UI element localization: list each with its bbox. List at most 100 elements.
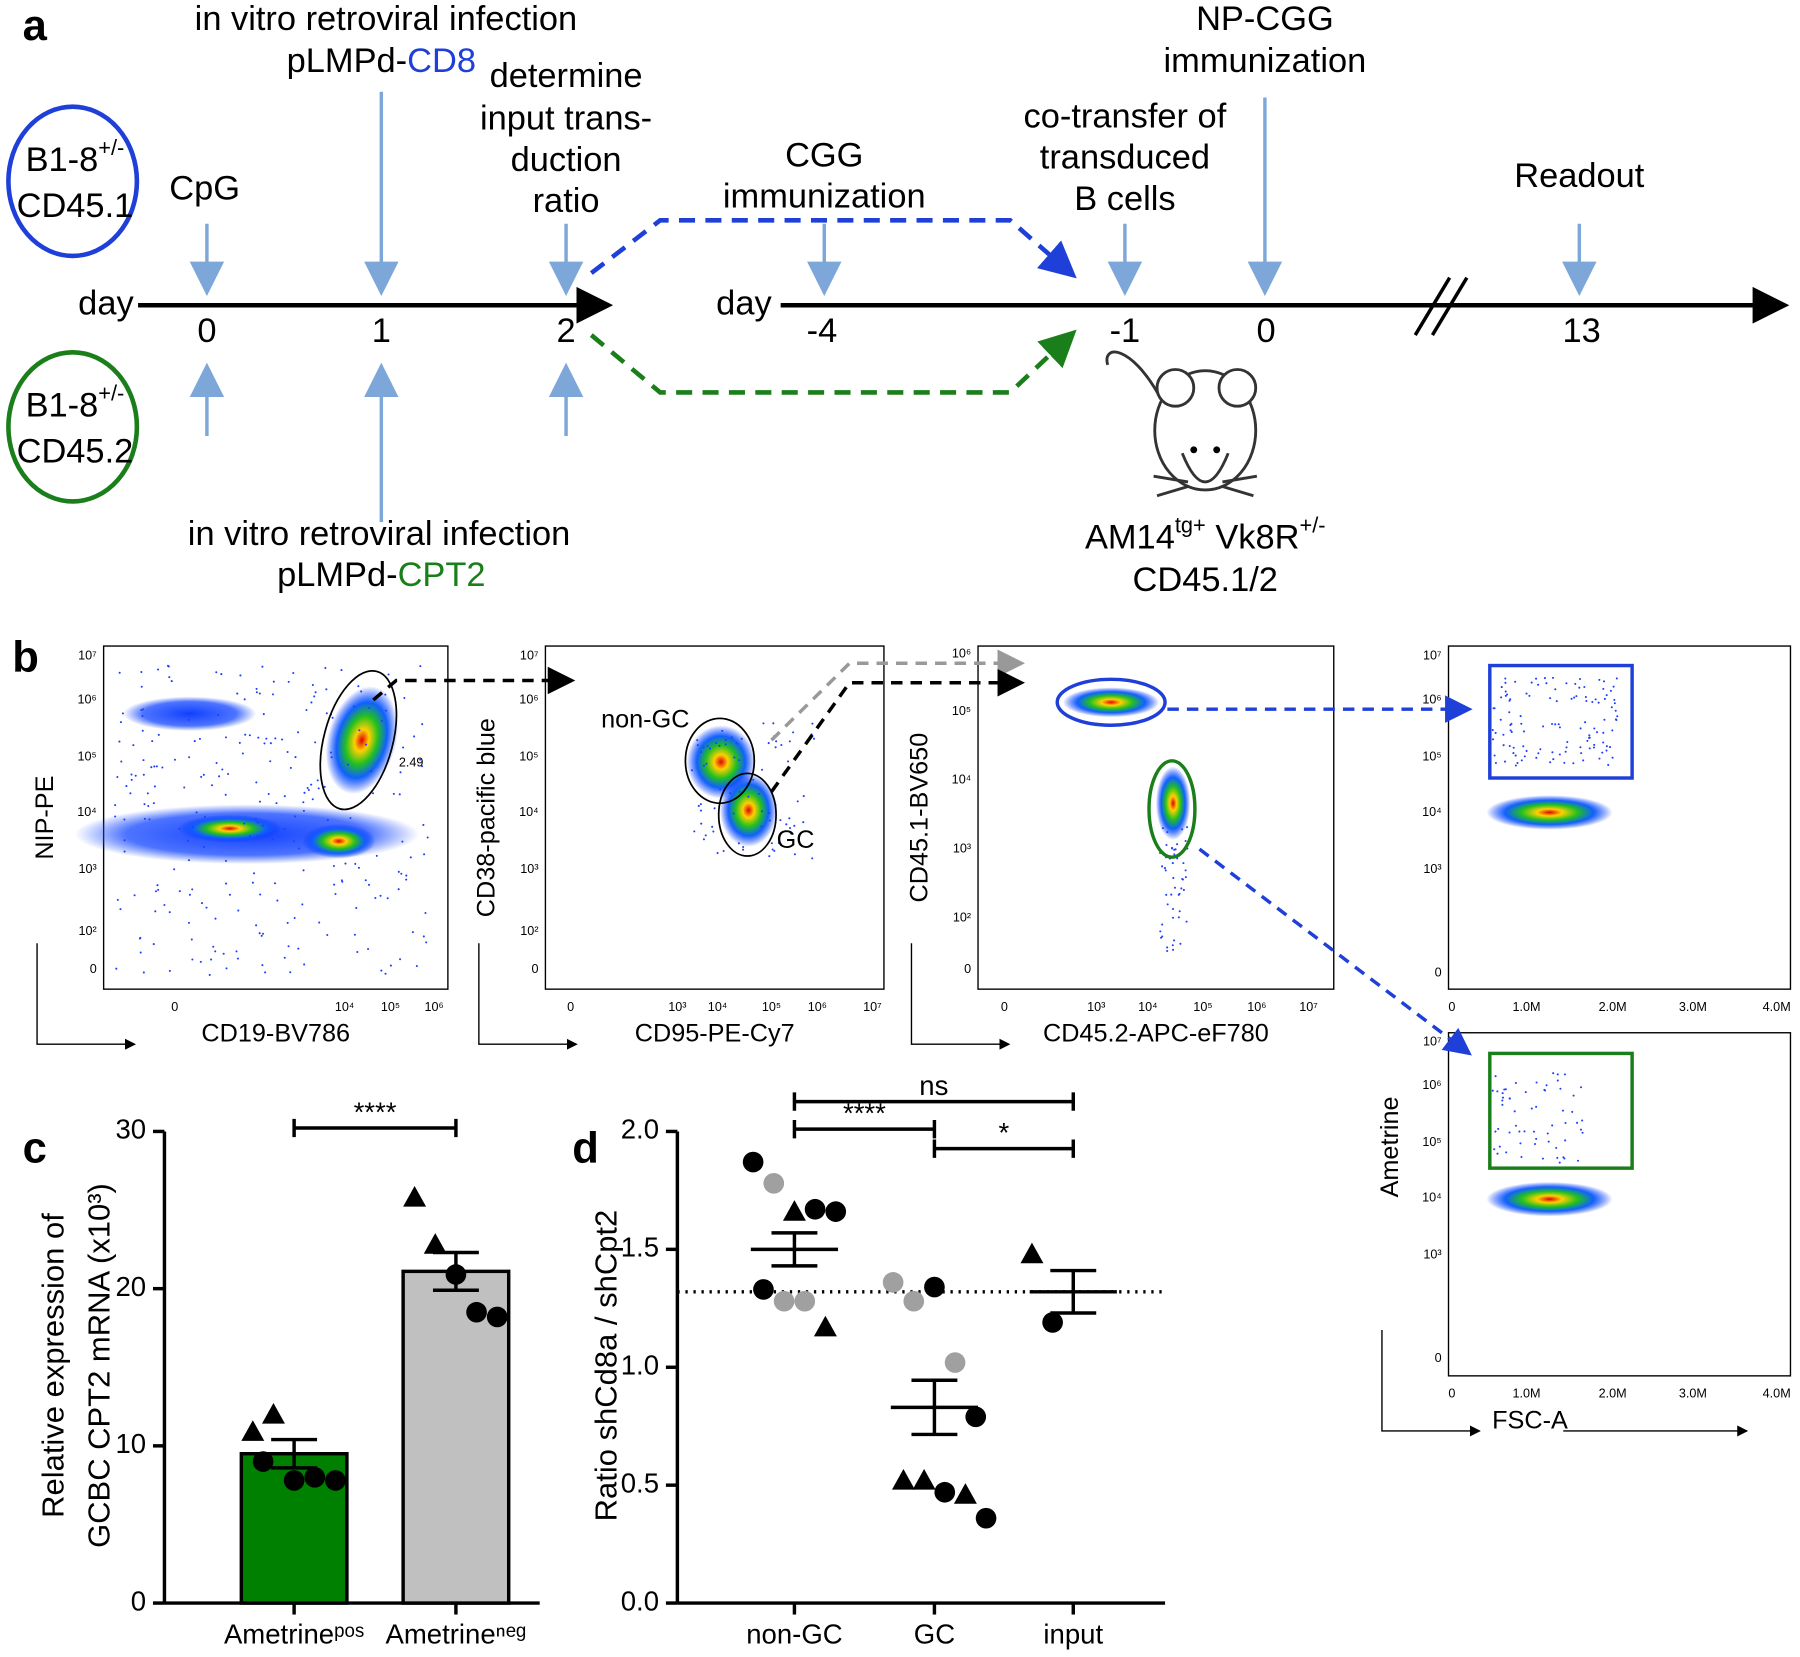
cell-dot xyxy=(287,945,290,948)
data-point xyxy=(325,1470,346,1491)
cell-dot xyxy=(121,712,124,715)
cell-dot xyxy=(120,760,123,763)
cell-dot xyxy=(317,787,320,790)
cell-dot xyxy=(1558,753,1561,756)
cell-dot xyxy=(256,834,259,837)
gene: CPT2 xyxy=(398,556,486,594)
significance-bracket xyxy=(932,1139,1075,1158)
cell-dot xyxy=(222,952,225,955)
cell-dot xyxy=(354,862,357,865)
cell-dot xyxy=(1562,1156,1565,1159)
cell-dot xyxy=(271,693,275,696)
cell-dot xyxy=(344,862,347,865)
cell-dot xyxy=(1493,754,1496,757)
cell-dot xyxy=(302,869,305,872)
cell-cloud xyxy=(1062,687,1160,718)
cell-dot xyxy=(1514,764,1517,767)
cell-dot xyxy=(115,967,118,970)
donor-sup: +/- xyxy=(98,381,124,406)
cell-dot xyxy=(1615,677,1618,680)
cell-dot xyxy=(116,775,119,779)
cell-dot xyxy=(793,853,796,856)
data-point xyxy=(903,1290,925,1312)
day-tick: 13 xyxy=(1562,312,1600,350)
cell-dot xyxy=(397,888,400,891)
cell-dot xyxy=(1181,878,1184,881)
cell-dot xyxy=(1551,1124,1554,1127)
cell-dot xyxy=(747,795,750,798)
cell-dot xyxy=(157,888,160,891)
error-bar xyxy=(1050,1268,1097,1315)
cell-dot xyxy=(198,737,201,740)
cell-dot xyxy=(367,947,370,951)
cell-dot xyxy=(774,746,777,749)
cell-dot xyxy=(1161,935,1164,938)
cell-dot xyxy=(760,825,763,828)
cell-dot xyxy=(1586,739,1589,742)
plot-frame xyxy=(102,645,449,990)
cell-dot xyxy=(1561,1109,1565,1112)
x-tick-label: 0 xyxy=(1001,1000,1008,1014)
step-label: Readout xyxy=(1514,157,1645,195)
cell-dot xyxy=(1588,747,1591,750)
step-label: in vitro retroviral infection xyxy=(188,515,570,553)
cell-dot xyxy=(768,819,771,822)
cell-dot xyxy=(1493,707,1496,710)
cell-dot xyxy=(702,838,705,841)
y-tick-label: 10 xyxy=(115,1428,146,1459)
y-axis-label: NIP-PE xyxy=(31,776,59,860)
axis-arrow xyxy=(910,943,1011,1050)
cell-dot xyxy=(1514,680,1517,683)
cell-dot xyxy=(1563,1073,1566,1076)
cell-dot xyxy=(704,834,707,837)
cell-dot xyxy=(187,921,190,924)
cell-dot xyxy=(163,903,166,907)
y-tick-label: 10³ xyxy=(953,841,971,855)
cell-dot xyxy=(1165,893,1168,896)
cell-dot xyxy=(306,787,309,790)
cell-dot xyxy=(143,803,146,806)
cell-dot xyxy=(1580,1086,1583,1089)
sup: tg+ xyxy=(1175,512,1206,537)
y-tick-label: 10⁵ xyxy=(952,704,971,718)
gate xyxy=(1488,663,1634,780)
cell-dot xyxy=(397,870,400,873)
cell-dot xyxy=(1580,752,1583,755)
cell-dot xyxy=(1545,1084,1548,1087)
y-tick-label: 0 xyxy=(1435,1351,1442,1365)
cell-dot xyxy=(1535,1081,1538,1084)
y-axis-label: Relative expression of xyxy=(36,1213,71,1518)
data-point xyxy=(252,1451,274,1472)
error-bar xyxy=(271,1437,318,1470)
cell-dot xyxy=(1535,677,1538,680)
cell-dot xyxy=(212,945,215,948)
cell-dot xyxy=(792,731,795,734)
cell-dot xyxy=(332,864,335,868)
cell-dot xyxy=(123,818,126,821)
cell-dot xyxy=(1564,750,1567,753)
cell-dot xyxy=(1173,939,1176,942)
cell-dot xyxy=(1593,727,1596,730)
cell-dot xyxy=(286,750,289,754)
cell-dot xyxy=(1551,751,1554,754)
y-tick-label: 10² xyxy=(79,924,97,938)
cell-dot xyxy=(161,766,164,769)
cell-dot xyxy=(199,960,202,963)
cell-dot xyxy=(157,668,160,671)
cell-dot xyxy=(785,823,788,826)
cell-dot xyxy=(1557,723,1560,726)
significance-label: * xyxy=(998,1117,1009,1148)
cell-dot xyxy=(802,795,805,798)
cell-dot xyxy=(220,673,223,676)
cell-dot xyxy=(1512,746,1515,749)
cell-dot xyxy=(173,868,176,871)
cell-cloud xyxy=(178,814,282,843)
step-label: ratio xyxy=(533,182,600,220)
cell-dot xyxy=(293,916,296,920)
cell-dot xyxy=(154,890,158,893)
cell-dot xyxy=(237,909,240,912)
cell-dot xyxy=(700,751,703,754)
data-point xyxy=(283,1470,305,1491)
cell-dot xyxy=(243,822,246,825)
cell-dot xyxy=(1171,916,1175,919)
